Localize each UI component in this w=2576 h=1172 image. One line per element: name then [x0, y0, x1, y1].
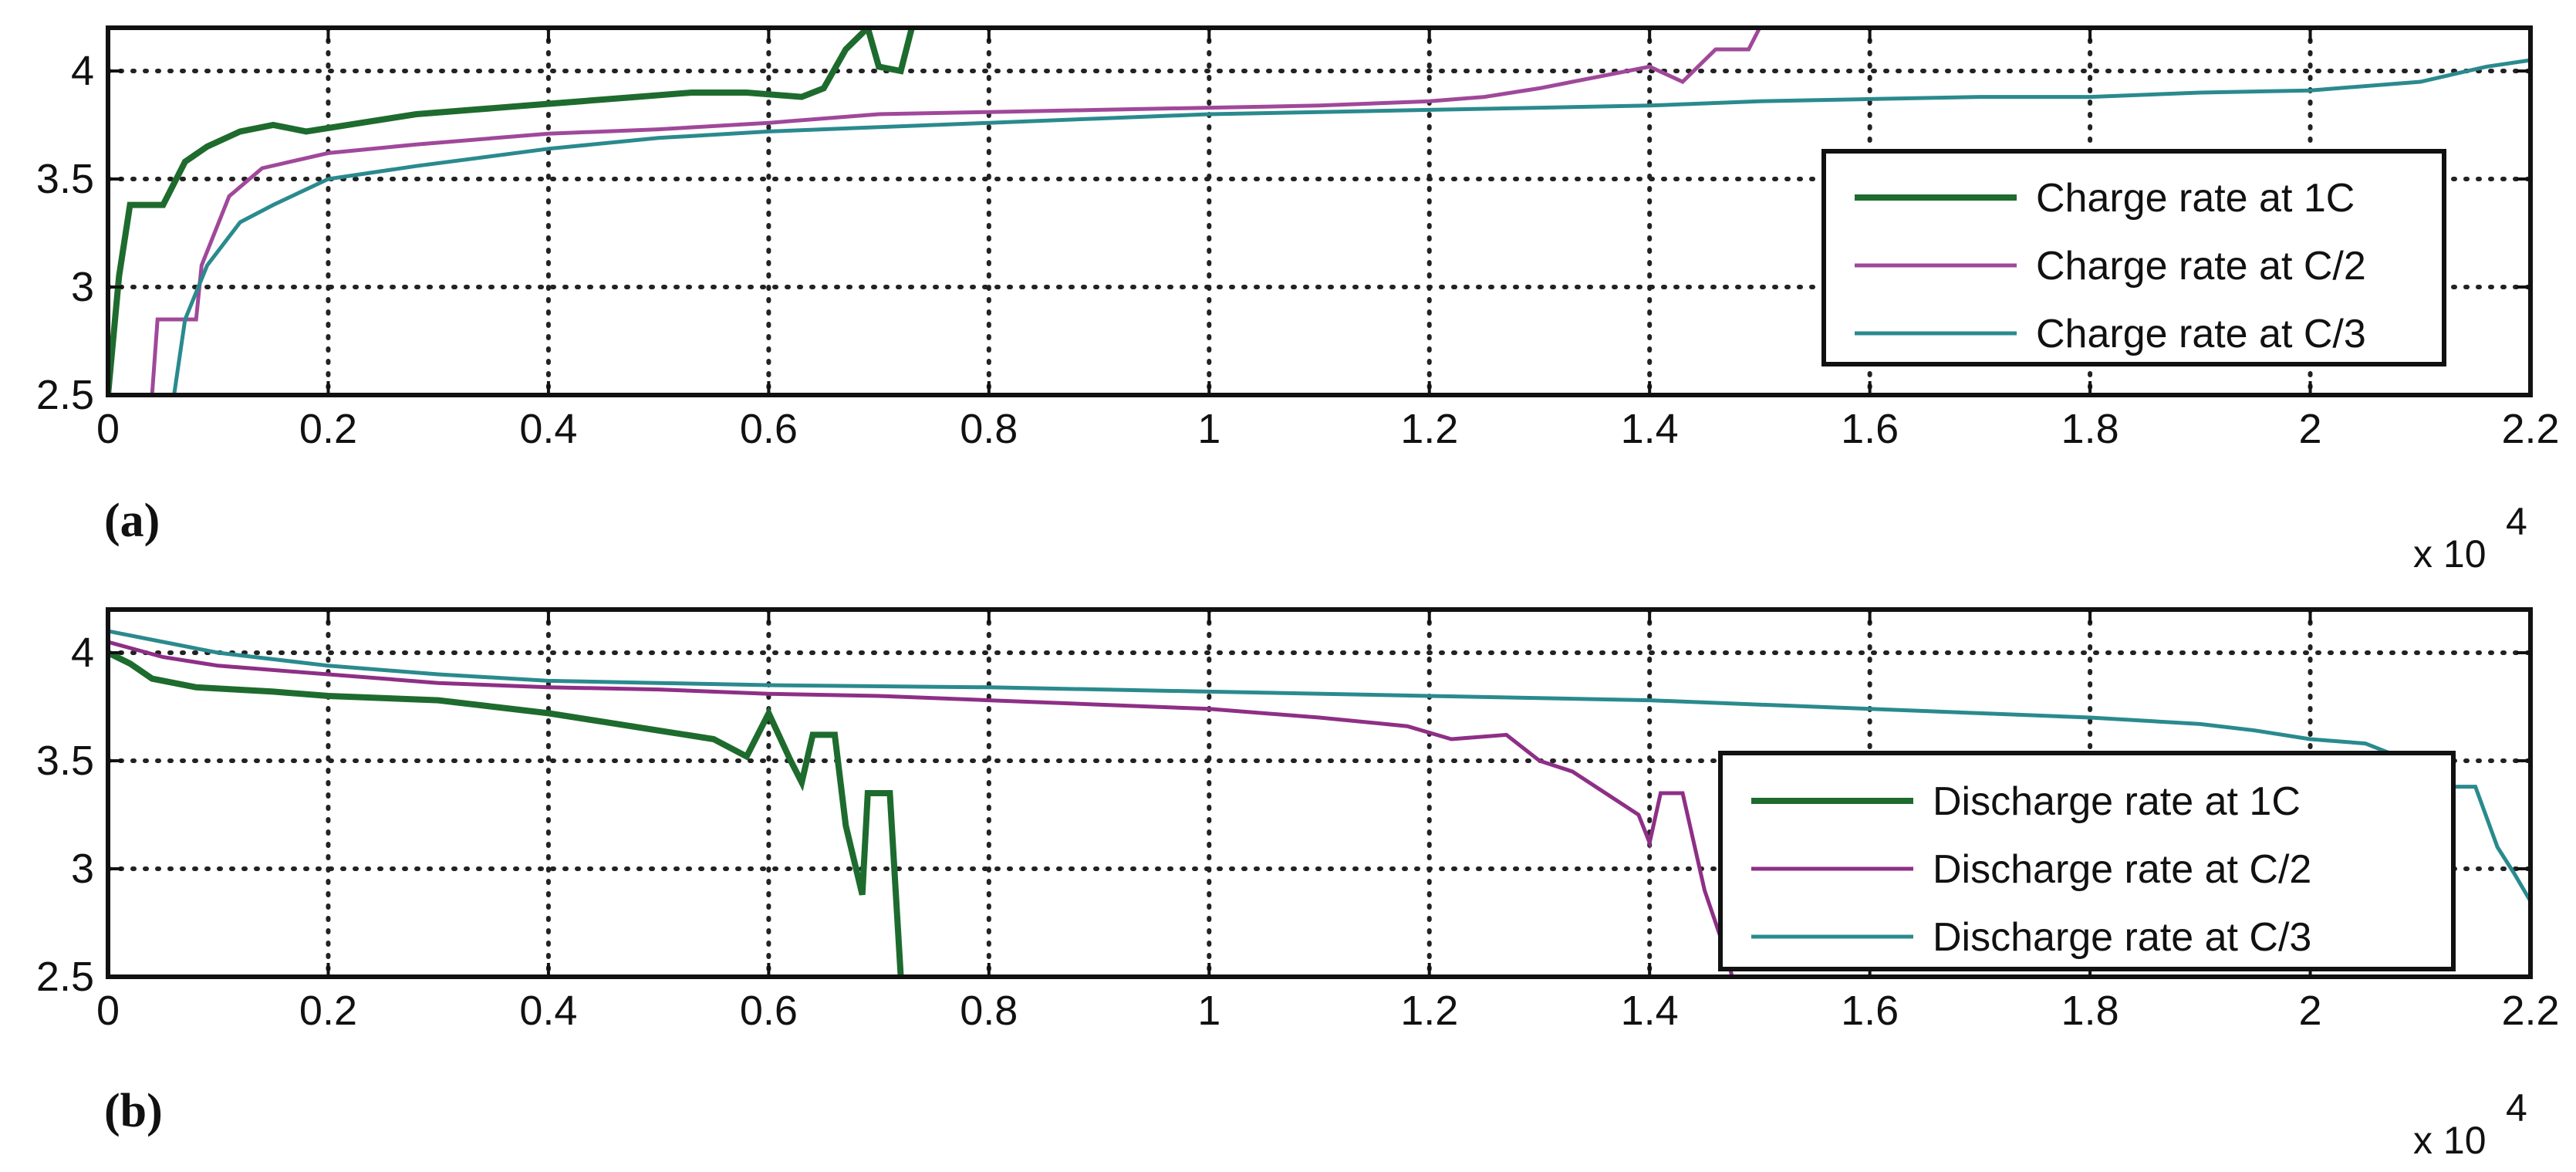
chart-panel-a: 0 0.2 0.4 0.6 0.8 1 1.2 1.4 1.6 1.8 2 2.2 2.5 3 3.5 4 Ch…: [36, 25, 2560, 576]
series-line-2: [108, 640, 1734, 977]
y-tick-label: 2.5: [36, 954, 94, 1000]
y-tick-label: 3.5: [36, 156, 94, 202]
series-line-2: [108, 28, 1762, 395]
x-tick-label: 2: [2299, 988, 2322, 1034]
legend-entry: Charge rate at C/3: [2036, 312, 2366, 356]
plot-frame: [106, 25, 2533, 397]
x-tick-label: 0.8: [960, 406, 1018, 452]
series-group: [108, 28, 2530, 395]
x-tick-label: 0.4: [519, 406, 577, 452]
legend-entry: Discharge rate at 1C: [1933, 779, 2301, 824]
y-tick-label: 3.5: [36, 738, 94, 784]
x-tick-label: 1.4: [1621, 406, 1679, 452]
x-tick-label: 2: [2299, 406, 2322, 452]
x-tick-label: 2.2: [2501, 406, 2559, 452]
x-tick-label: 0: [96, 988, 120, 1034]
legend-box: [1718, 751, 2456, 971]
x-tick-label: 0.2: [299, 988, 357, 1034]
x-tick-label: 2.2: [2501, 988, 2559, 1034]
x-axis-multiplier-exponent: 4: [2506, 1086, 2527, 1130]
x-tick-label: 1.6: [1841, 988, 1899, 1034]
x-tick-label: 0.2: [299, 406, 357, 452]
legend-entry: Discharge rate at C/3: [1933, 915, 2311, 960]
y-tick-label: 2.5: [36, 372, 94, 418]
legend-entry: Charge rate at C/2: [2036, 244, 2366, 289]
legend-box: [1821, 149, 2446, 366]
x-tick-label: 1.6: [1841, 406, 1899, 452]
chart-panel-b: 0 0.2 0.4 0.6 0.8 1 1.2 1.4 1.6 1.8 2 2.2 2.5 3 3.5 4 Di…: [36, 607, 2560, 1162]
series-line-1: [108, 650, 904, 977]
x-tick-label: 1.8: [2061, 406, 2119, 452]
x-tick-label: 0.8: [960, 988, 1018, 1034]
x-tick-label: 0: [96, 406, 120, 452]
x-axis-multiplier-exponent: 4: [2506, 500, 2527, 543]
x-tick-label: 1.2: [1400, 988, 1458, 1034]
y-tick-label: 3: [71, 846, 94, 892]
x-tick-label: 0.6: [740, 988, 798, 1034]
legend: Discharge rate at 1C Discharge rate at C/…: [1718, 751, 2456, 971]
y-tick-label: 4: [71, 48, 94, 94]
plot-frame: [106, 607, 2533, 979]
legend-entry: Discharge rate at C/2: [1933, 847, 2311, 892]
x-axis-multiplier: x 10: [2413, 1119, 2487, 1162]
x-tick-label: 1: [1197, 988, 1220, 1034]
panel-label: (a): [104, 495, 160, 547]
legend-entry: Charge rate at 1C: [2036, 176, 2355, 221]
x-tick-label: 1: [1197, 406, 1220, 452]
x-tick-label: 0.6: [740, 406, 798, 452]
y-tick-label: 3: [71, 264, 94, 310]
x-tick-label: 1.4: [1621, 988, 1679, 1034]
x-tick-label: 1.8: [2061, 988, 2119, 1034]
x-axis-multiplier: x 10: [2413, 532, 2487, 576]
y-tick-label: 4: [71, 630, 94, 676]
series-line-3: [108, 58, 2530, 395]
x-tick-label: 0.4: [519, 988, 577, 1034]
legend: Charge rate at 1C Charge rate at C/2 Charg…: [1821, 149, 2446, 366]
x-tick-label: 1.2: [1400, 406, 1458, 452]
series-line-1: [108, 28, 915, 395]
panel-label: (b): [104, 1085, 163, 1137]
